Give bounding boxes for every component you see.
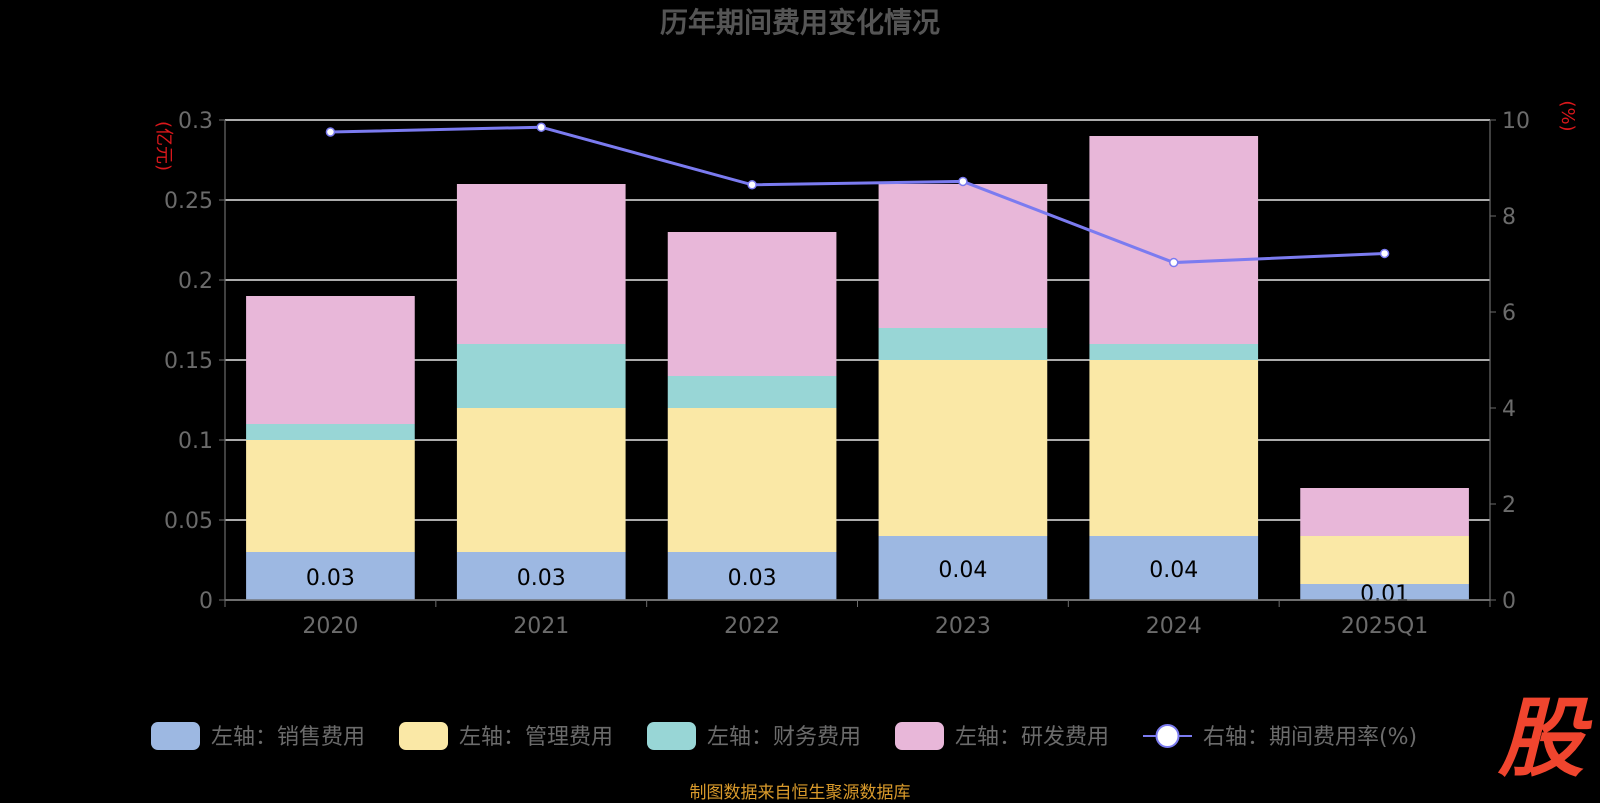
line-series: [325, 122, 1390, 268]
bar-segment: [246, 424, 415, 440]
bar-segment: [246, 552, 415, 600]
legend-marker: [1155, 724, 1180, 748]
line-data-point: [325, 127, 336, 137]
right-axis-tick-label: 8: [1502, 205, 1516, 230]
bar-segment: [1089, 344, 1259, 360]
left-axis-tick-label: 0.2: [178, 269, 213, 294]
left-axis-tick-label: 0.15: [164, 349, 213, 374]
bar-segment: [456, 552, 626, 600]
right-axis-tick-label: 6: [1502, 301, 1516, 326]
data-source-note: 制图数据来自恒生聚源数据库: [689, 783, 911, 803]
bar-segment: [1300, 488, 1469, 536]
bar-segment: [1089, 360, 1259, 536]
left-axis-tick-label: 0.1: [178, 429, 213, 454]
legend-swatch: [151, 722, 200, 750]
bar-segment: [878, 536, 1048, 600]
x-axis-tick-label: 2024: [1146, 614, 1202, 639]
bar-data-label: 0.04: [938, 558, 987, 583]
bar-segment: [456, 344, 626, 408]
bar-segment: [878, 184, 1048, 328]
right-axis-tick-label: 2: [1502, 493, 1516, 518]
line-data-point: [1379, 248, 1390, 259]
brand-logo: 股: [1498, 689, 1584, 789]
right-axis-tick-label: 4: [1502, 397, 1516, 422]
bar-data-label: 0.03: [728, 566, 777, 591]
line-data-point: [958, 176, 968, 187]
left-axis-unit: (亿元): [153, 121, 174, 171]
bar-data-label: 0.04: [1149, 558, 1198, 583]
right-axis-tick-label: 10: [1502, 109, 1530, 134]
bar-data-label: 0.01: [1360, 582, 1409, 607]
bar-segment: [456, 408, 626, 552]
right-axis-tick-label: 0: [1502, 589, 1516, 614]
x-axis-tick-label: 2022: [724, 614, 780, 639]
bar-segment: [1300, 584, 1469, 600]
bar-segment: [878, 328, 1048, 360]
legend-swatch: [399, 722, 448, 750]
legend: 左轴：销售费用 左轴：管理费用 左轴：财务费用 左轴：研发费用 右轴：期间费用率(%): [151, 722, 1417, 750]
bar-data-label: 0.03: [517, 566, 566, 591]
x-axis-tick-label: 2023: [935, 614, 991, 639]
line-data-point: [1169, 257, 1179, 268]
x-axis-tick-label: 2025Q1: [1341, 614, 1428, 639]
bar-segment: [667, 376, 837, 408]
legend-label: 左轴：研发费用: [955, 725, 1109, 750]
legend-label: 左轴：财务费用: [707, 725, 861, 750]
bar-series: 0.03 0.03 0.03 0.04 0.04 0.01: [246, 136, 1469, 607]
x-axis-tick-label: 2021: [513, 614, 569, 639]
line-data-point: [536, 122, 546, 132]
left-axis-tick-label: 0.3: [178, 109, 213, 134]
bar-segment: [246, 440, 415, 552]
line-data-point: [747, 180, 757, 190]
left-axis-tick-label: 0.05: [164, 509, 213, 534]
grid-lines: [225, 119, 1490, 601]
bar-segment: [246, 296, 415, 424]
x-axis-tick-label: 2020: [302, 614, 358, 639]
left-axis-tick-label: 0: [199, 589, 213, 614]
right-axis-unit: (%): [1557, 100, 1578, 131]
legend-swatch: [647, 722, 696, 750]
bar-data-label: 0.03: [306, 566, 355, 591]
bar-segment: [667, 552, 837, 600]
legend-label: 左轴：销售费用: [211, 725, 365, 750]
bar-segment: [667, 408, 837, 552]
bar-segment: [667, 232, 837, 376]
legend-label: 右轴：期间费用率(%): [1203, 725, 1417, 750]
left-axis-tick-label: 0.25: [164, 189, 213, 214]
legend-label: 左轴：管理费用: [459, 725, 613, 750]
bar-segment: [1089, 536, 1259, 600]
bar-segment: [878, 360, 1048, 536]
bar-segment: [1300, 536, 1469, 584]
chart-title: 历年期间费用变化情况: [660, 6, 940, 39]
bar-segment: [456, 184, 626, 344]
axes: 0 0.05 0.1 0.15 0.2 0.25 0.3 0 2 4 6 8 10 2020 2021 202…: [164, 109, 1530, 639]
legend-swatch: [895, 722, 944, 750]
line-series-path: [330, 125, 1385, 265]
